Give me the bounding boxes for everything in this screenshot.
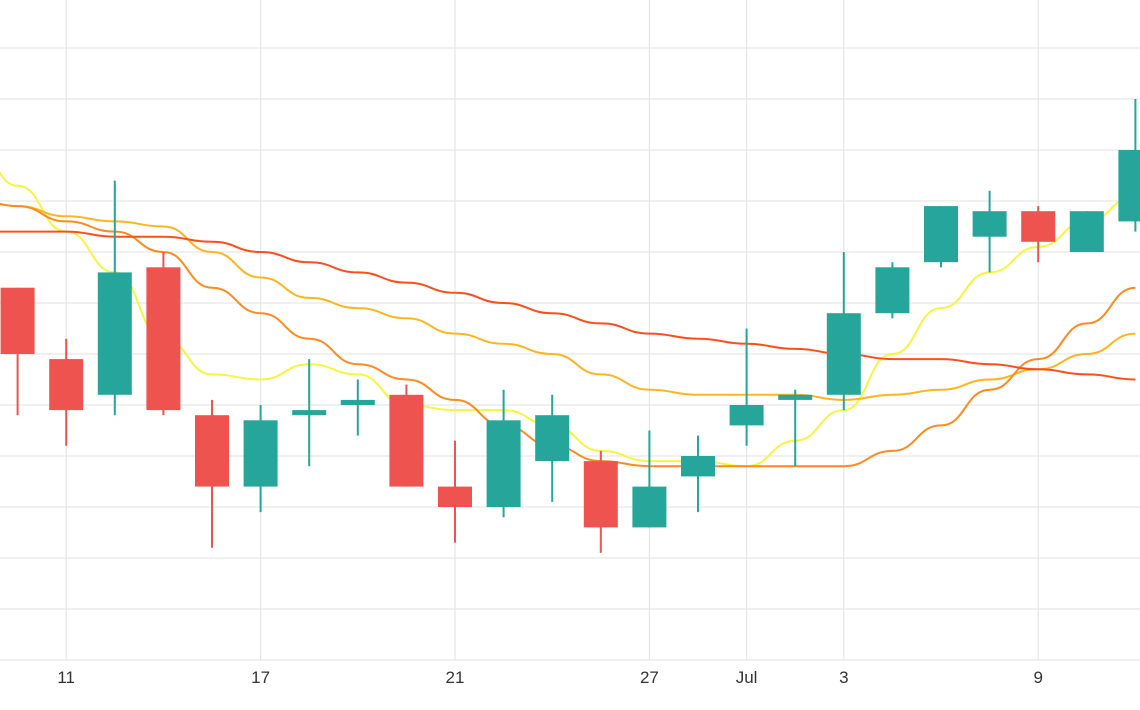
candle-body bbox=[292, 410, 327, 416]
candle-down bbox=[0, 287, 35, 416]
candle-body bbox=[583, 461, 618, 528]
candle-body bbox=[1069, 211, 1104, 252]
candle-up bbox=[486, 389, 521, 518]
candle-body bbox=[195, 415, 229, 487]
candle-down bbox=[438, 440, 472, 543]
x-tick-label: 21 bbox=[446, 668, 465, 687]
x-tick-label: 3 bbox=[839, 668, 848, 687]
x-tick-label: 11 bbox=[57, 668, 75, 687]
candle-up bbox=[729, 328, 764, 446]
candles bbox=[0, 99, 1140, 553]
candle-body bbox=[389, 394, 424, 487]
candle-body bbox=[924, 206, 958, 263]
candle-body bbox=[681, 456, 715, 477]
candle-up bbox=[97, 180, 132, 416]
candle-up bbox=[292, 359, 327, 467]
candle-body bbox=[0, 287, 35, 354]
x-axis-ticks: 11 17 21 27 Jul 3 9 bbox=[57, 668, 1043, 687]
candle-body bbox=[535, 415, 570, 462]
candle-body bbox=[826, 313, 861, 395]
candle-up bbox=[243, 405, 278, 513]
candle-up bbox=[681, 435, 715, 513]
candle-body bbox=[729, 405, 764, 426]
candle-body bbox=[243, 420, 278, 487]
candle-up bbox=[875, 262, 910, 319]
candle-down bbox=[49, 338, 84, 446]
x-tick-label: Jul bbox=[736, 668, 758, 687]
moving-average-line bbox=[0, 202, 1136, 401]
candle-body bbox=[1118, 150, 1140, 222]
candle-up bbox=[826, 252, 861, 411]
candle-body bbox=[1021, 211, 1056, 242]
candle-down bbox=[146, 252, 181, 416]
candle-down bbox=[389, 384, 424, 487]
candle-body bbox=[146, 267, 181, 411]
x-tick-label: 27 bbox=[640, 668, 659, 687]
candle-body bbox=[438, 486, 472, 507]
x-tick-label: 17 bbox=[251, 668, 270, 687]
candle-up bbox=[632, 430, 667, 528]
candle-body bbox=[875, 267, 910, 314]
candle-down bbox=[1021, 206, 1056, 263]
candle-body bbox=[972, 211, 1007, 237]
candle-up bbox=[924, 206, 958, 268]
candle-up bbox=[340, 379, 375, 436]
candle-up bbox=[778, 389, 813, 467]
candle-down bbox=[583, 450, 618, 553]
candle-body bbox=[486, 420, 521, 507]
candle-up bbox=[972, 190, 1007, 273]
candle-body bbox=[778, 394, 813, 400]
candle-down bbox=[195, 399, 229, 548]
candle-body bbox=[97, 272, 132, 395]
moving-average-line bbox=[0, 230, 1136, 381]
candle-body bbox=[632, 486, 667, 528]
candle-up bbox=[1118, 99, 1140, 232]
x-tick-label: 9 bbox=[1033, 668, 1042, 687]
candle-body bbox=[340, 399, 375, 405]
candle-body bbox=[49, 359, 84, 411]
candle-up bbox=[535, 394, 570, 502]
candle-up bbox=[1069, 211, 1104, 252]
